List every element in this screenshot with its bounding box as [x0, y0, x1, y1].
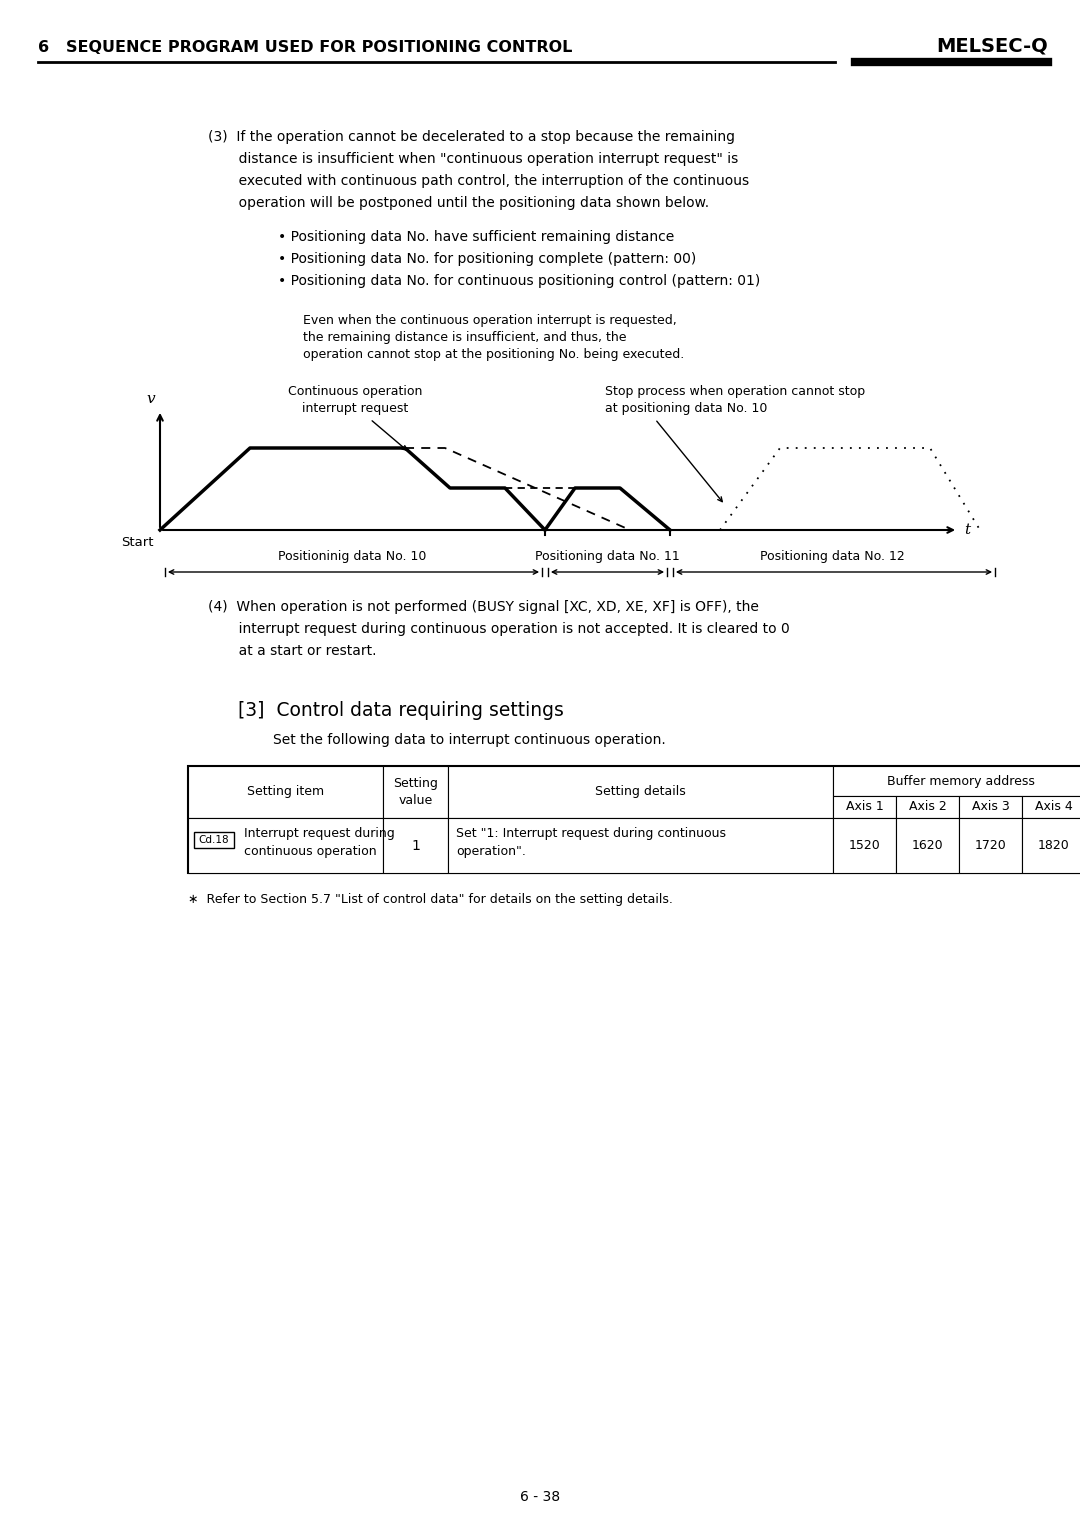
Text: Axis 4: Axis 4	[1035, 801, 1072, 813]
Text: Setting details: Setting details	[595, 785, 686, 799]
Bar	[383, 817, 448, 872]
Bar	[188, 766, 1080, 872]
Text: (4)  When operation is not performed (BUSY signal [XC, XD, XE, XF] is OFF), the: (4) When operation is not performed (BUS…	[208, 601, 759, 614]
Text: 1520: 1520	[849, 839, 880, 853]
Bar	[959, 796, 1022, 817]
Text: • Positioning data No. have sufficient remaining distance: • Positioning data No. have sufficient r…	[278, 231, 674, 244]
Text: ∗  Refer to Section 5.7 "List of control data" for details on the setting detail: ∗ Refer to Section 5.7 "List of control …	[188, 892, 673, 906]
Text: at a start or restart.: at a start or restart.	[208, 643, 377, 659]
Text: Positioning data No. 11: Positioning data No. 11	[535, 550, 680, 562]
Text: Interrupt request during
continuous operation: Interrupt request during continuous oper…	[244, 827, 395, 859]
Text: Axis 1: Axis 1	[846, 801, 883, 813]
Bar	[1022, 796, 1080, 817]
Bar	[896, 817, 959, 872]
Text: Setting item: Setting item	[247, 785, 324, 799]
Bar	[959, 817, 1022, 872]
Text: operation will be postponed until the positioning data shown below.: operation will be postponed until the po…	[208, 196, 710, 209]
Text: t: t	[964, 523, 970, 536]
Bar	[833, 796, 896, 817]
Text: Set the following data to interrupt continuous operation.: Set the following data to interrupt cont…	[273, 733, 665, 747]
Text: 1820: 1820	[1038, 839, 1069, 853]
Text: Even when the continuous operation interrupt is requested,: Even when the continuous operation inter…	[303, 313, 677, 327]
Bar	[1022, 817, 1080, 872]
Text: distance is insufficient when "continuous operation interrupt request" is: distance is insufficient when "continuou…	[208, 151, 739, 167]
Bar	[188, 766, 383, 817]
Text: 6   SEQUENCE PROGRAM USED FOR POSITIONING CONTROL: 6 SEQUENCE PROGRAM USED FOR POSITIONING …	[38, 40, 572, 55]
Text: Cd.18: Cd.18	[199, 834, 229, 845]
Text: at positioning data No. 10: at positioning data No. 10	[605, 402, 768, 416]
Bar	[833, 766, 1080, 796]
Text: Buffer memory address: Buffer memory address	[887, 775, 1035, 787]
Text: Setting
value: Setting value	[393, 778, 437, 807]
Text: [3]  Control data requiring settings: [3] Control data requiring settings	[238, 701, 564, 720]
Text: the remaining distance is insufficient, and thus, the: the remaining distance is insufficient, …	[303, 332, 626, 344]
Bar	[188, 817, 383, 872]
Text: 1720: 1720	[974, 839, 1007, 853]
Text: MELSEC-Q: MELSEC-Q	[936, 37, 1048, 55]
Text: (3)  If the operation cannot be decelerated to a stop because the remaining: (3) If the operation cannot be decelerat…	[208, 130, 735, 144]
Bar	[896, 796, 959, 817]
Bar	[383, 766, 448, 817]
Text: Set "1: Interrupt request during continuous
operation".: Set "1: Interrupt request during continu…	[456, 827, 726, 859]
Text: executed with continuous path control, the interruption of the continuous: executed with continuous path control, t…	[208, 174, 750, 188]
Text: Continuous operation: Continuous operation	[287, 385, 422, 397]
Text: • Positioning data No. for continuous positioning control (pattern: 01): • Positioning data No. for continuous po…	[278, 274, 760, 287]
Text: • Positioning data No. for positioning complete (pattern: 00): • Positioning data No. for positioning c…	[278, 252, 697, 266]
Text: Start: Start	[121, 536, 154, 549]
Bar	[448, 817, 833, 872]
Text: Positioninig data No. 10: Positioninig data No. 10	[279, 550, 427, 562]
Text: interrupt request during continuous operation is not accepted. It is cleared to : interrupt request during continuous oper…	[208, 622, 789, 636]
Bar	[194, 833, 234, 848]
Text: Axis 2: Axis 2	[908, 801, 946, 813]
Text: Positioning data No. 12: Positioning data No. 12	[760, 550, 905, 562]
Text: interrupt request: interrupt request	[302, 402, 408, 416]
Bar	[833, 817, 896, 872]
Text: Axis 3: Axis 3	[972, 801, 1010, 813]
Text: Stop process when operation cannot stop: Stop process when operation cannot stop	[605, 385, 865, 397]
Text: v: v	[147, 393, 156, 406]
Bar	[448, 766, 833, 817]
Text: 1620: 1620	[912, 839, 943, 853]
Text: operation cannot stop at the positioning No. being executed.: operation cannot stop at the positioning…	[303, 348, 685, 361]
Text: 6 - 38: 6 - 38	[519, 1490, 561, 1504]
Text: 1: 1	[411, 839, 420, 853]
